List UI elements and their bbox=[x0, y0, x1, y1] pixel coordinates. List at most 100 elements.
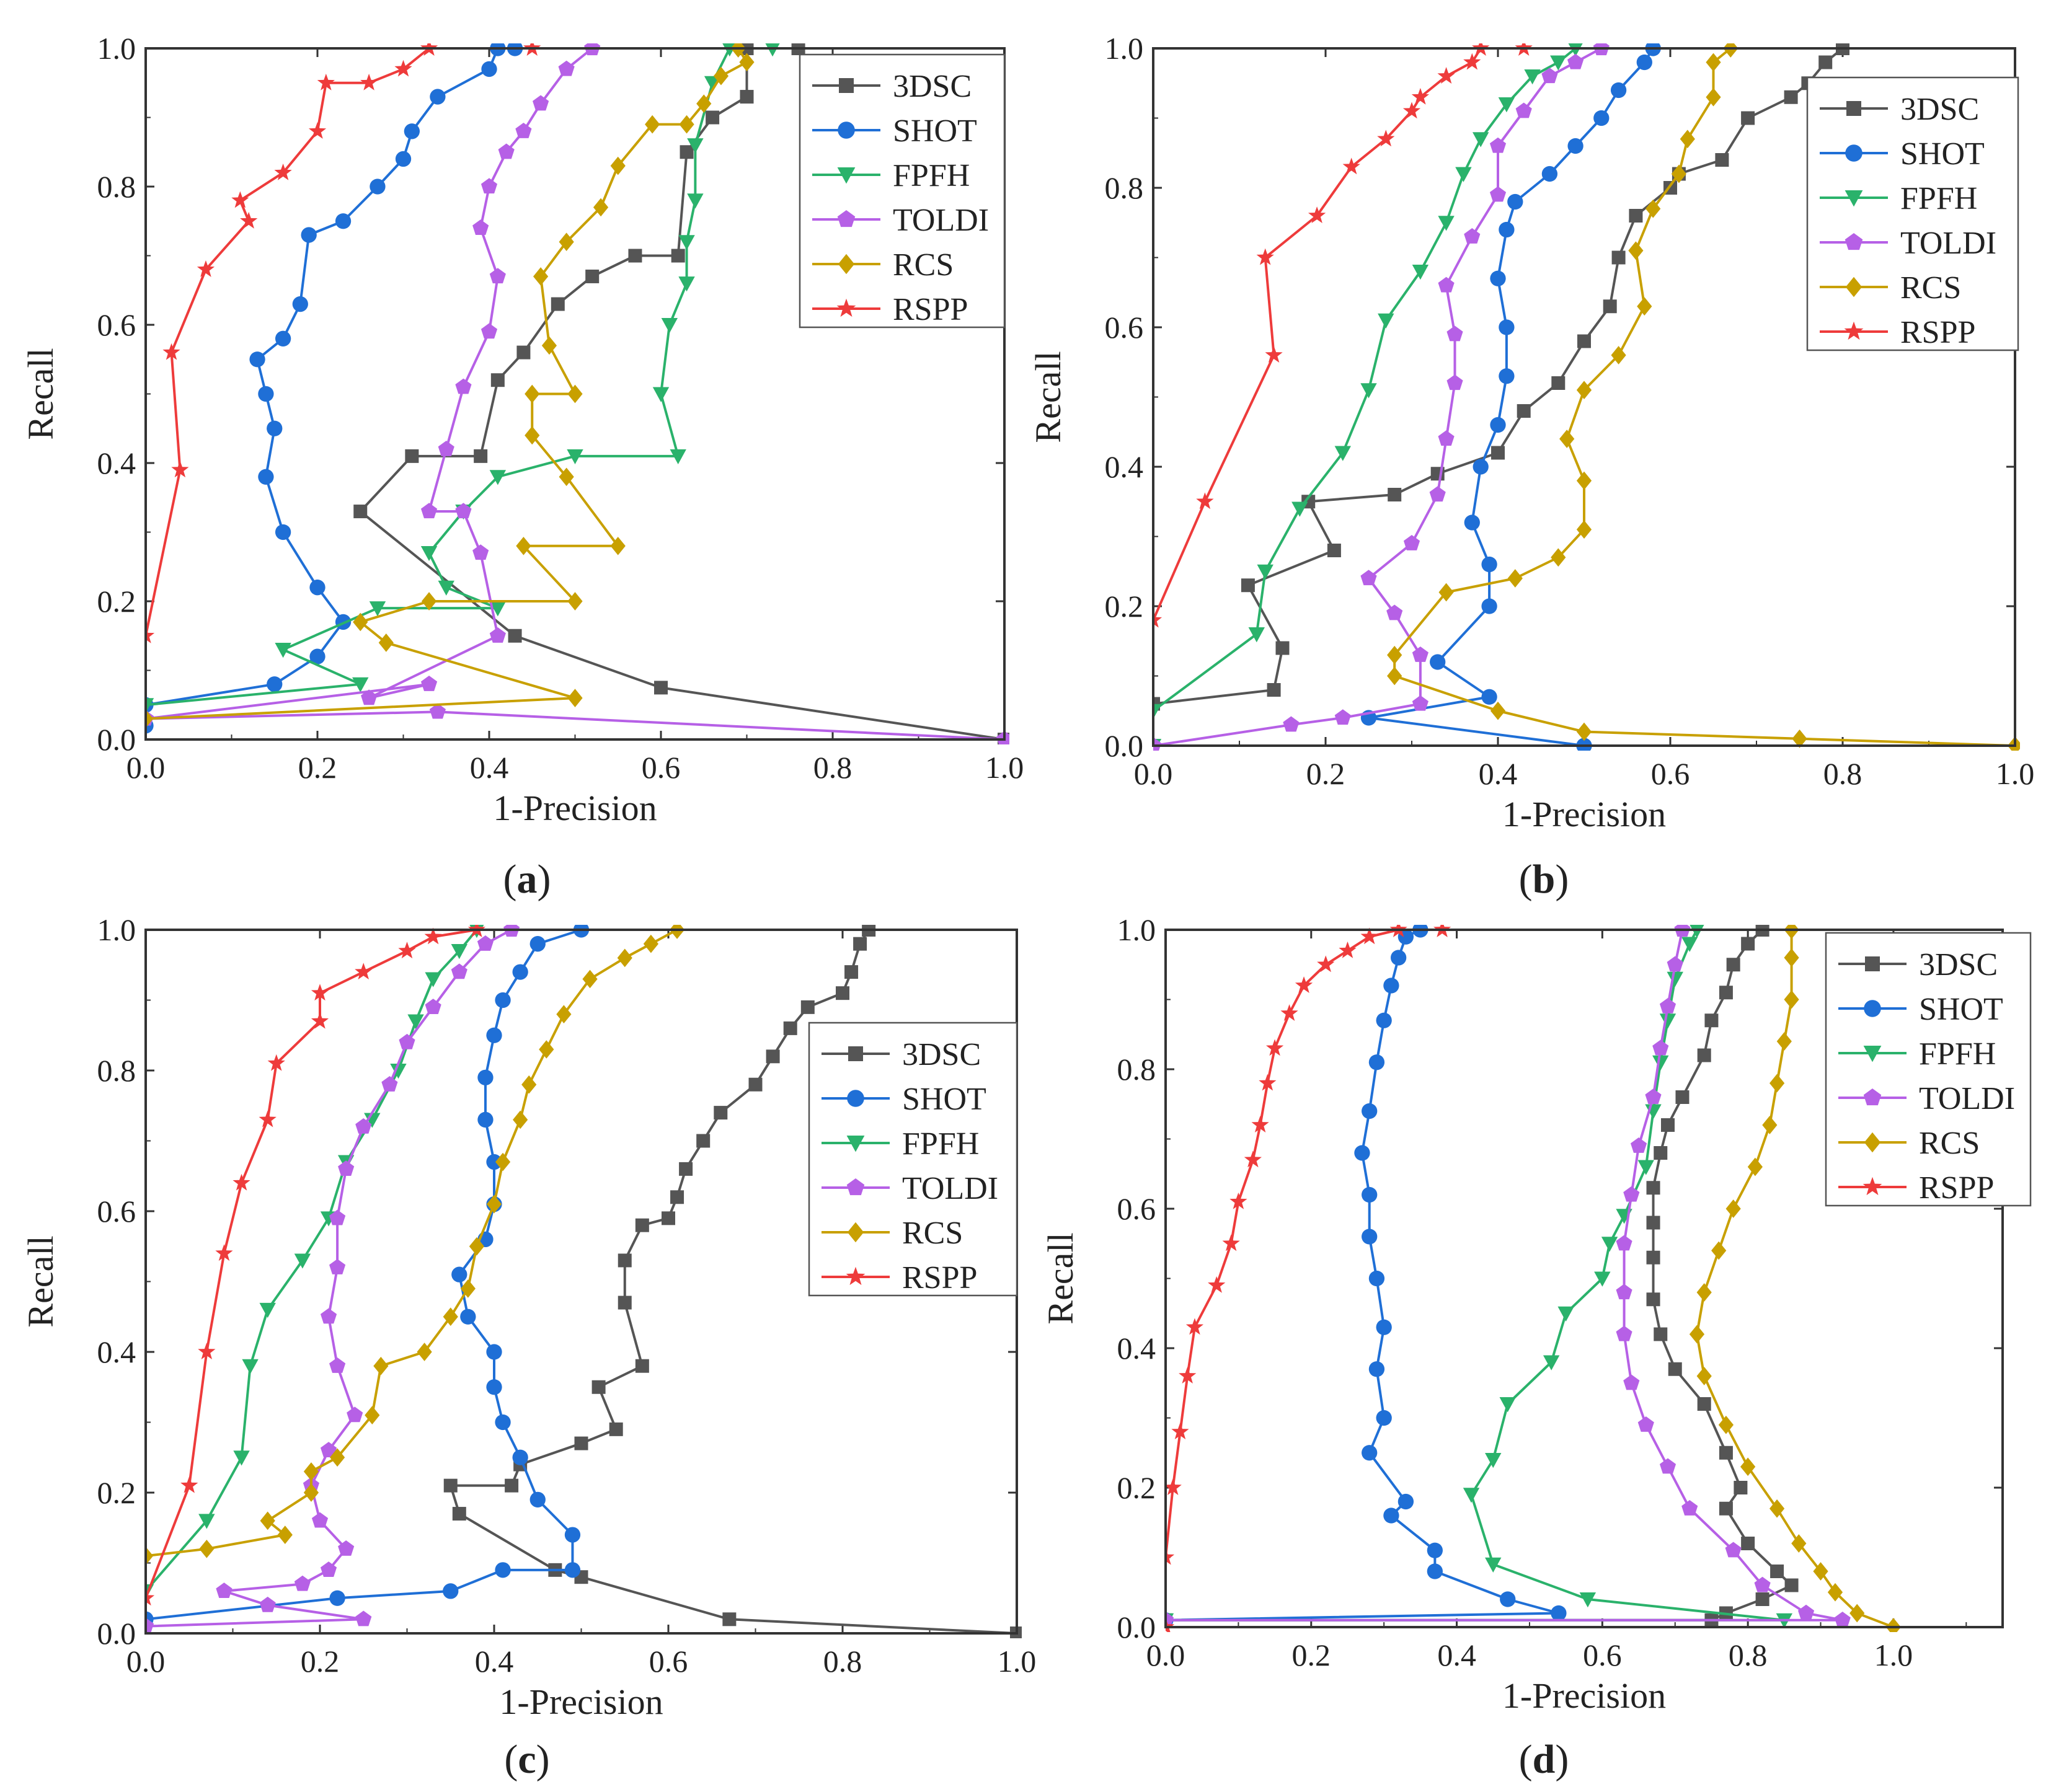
data-point-rcs bbox=[525, 384, 540, 404]
x-tick-label: 0.6 bbox=[1583, 1638, 1622, 1672]
data-point-fpfh bbox=[259, 1302, 276, 1318]
data-point-shot bbox=[477, 1069, 494, 1085]
data-point-rcs bbox=[2007, 736, 2020, 751]
data-point-shot bbox=[1567, 138, 1583, 154]
data-point-shot bbox=[1636, 54, 1652, 71]
data-point-toldi bbox=[1659, 1458, 1676, 1474]
data-point-rcs bbox=[1689, 1325, 1705, 1344]
data-point-3dsc bbox=[1603, 299, 1617, 314]
data-point-rcs bbox=[1885, 1618, 1902, 1632]
data-point-3dsc bbox=[670, 1190, 684, 1204]
data-point-3dsc bbox=[1388, 488, 1402, 501]
data-point-rspp bbox=[1463, 53, 1481, 70]
data-point-rspp bbox=[424, 927, 442, 945]
data-point-fpfh bbox=[1291, 501, 1308, 517]
data-point-3dsc bbox=[671, 249, 685, 263]
data-point-shot bbox=[1490, 270, 1506, 286]
data-point-fpfh bbox=[233, 1450, 250, 1466]
data-point-3dsc bbox=[766, 1049, 780, 1064]
data-point-rspp bbox=[1308, 206, 1326, 224]
x-tick-label: 0.8 bbox=[823, 1644, 862, 1679]
y-tick-label: 0.6 bbox=[1105, 310, 1144, 345]
data-point-fpfh bbox=[1543, 1355, 1560, 1370]
data-point-rcs bbox=[460, 1279, 476, 1298]
data-point-rcs bbox=[1776, 1032, 1792, 1051]
data-point-toldi bbox=[438, 440, 454, 456]
data-point-rcs bbox=[643, 934, 658, 953]
data-point-rspp bbox=[1185, 1318, 1204, 1335]
data-point-toldi bbox=[259, 1596, 276, 1612]
series-group bbox=[146, 925, 1022, 1638]
legend: 3DSC SHOT FPFH TOLDI RCS RSPP bbox=[1806, 76, 2019, 351]
data-point-shot bbox=[1593, 110, 1610, 126]
legend-label-rspp: RSPP bbox=[1919, 1170, 1994, 1206]
data-point-rcs bbox=[1696, 1283, 1712, 1302]
data-point-rcs bbox=[1680, 130, 1695, 149]
data-point-rcs bbox=[1769, 1499, 1785, 1518]
data-point-rcs bbox=[1725, 1199, 1741, 1218]
data-point-3dsc bbox=[706, 110, 720, 125]
x-tick-label: 0.0 bbox=[1134, 756, 1173, 791]
data-point-fpfh bbox=[1637, 1160, 1654, 1175]
data-point-rspp bbox=[180, 1476, 198, 1493]
x-tick-label: 0.6 bbox=[1651, 756, 1690, 791]
x-tick-label: 1.0 bbox=[985, 750, 1024, 785]
data-point-toldi bbox=[1623, 1186, 1640, 1202]
x-tick-label: 0.8 bbox=[1729, 1638, 1768, 1672]
data-point-3dsc bbox=[574, 1436, 588, 1450]
data-point-3dsc bbox=[516, 345, 531, 360]
data-point-3dsc bbox=[1661, 1118, 1675, 1132]
data-point-3dsc bbox=[836, 986, 849, 1000]
data-point-shot bbox=[564, 1562, 581, 1578]
x-tick-label: 0.4 bbox=[1479, 756, 1518, 791]
data-point-toldi bbox=[1360, 570, 1377, 586]
legend-label-fpfh: FPFH bbox=[1900, 181, 1977, 216]
data-point-rspp bbox=[1208, 1276, 1226, 1293]
legend: 3DSC SHOT FPFH TOLDI RCS RSPP bbox=[808, 1022, 1018, 1297]
data-point-rcs bbox=[469, 1237, 484, 1256]
data-point-toldi bbox=[1446, 325, 1463, 342]
data-point-3dsc bbox=[1726, 958, 1740, 972]
data-point-3dsc bbox=[1646, 1181, 1660, 1195]
data-point-rcs bbox=[679, 115, 694, 134]
data-point-toldi bbox=[347, 1406, 363, 1423]
data-point-rcs bbox=[645, 115, 660, 134]
data-point-fpfh bbox=[451, 944, 467, 960]
data-point-rspp bbox=[259, 1110, 277, 1128]
data-point-shot bbox=[529, 1491, 546, 1508]
data-point-rspp bbox=[1437, 67, 1455, 84]
data-point-rcs bbox=[1438, 583, 1454, 602]
data-point-fpfh bbox=[198, 1514, 215, 1529]
data-point-rcs bbox=[277, 1525, 293, 1544]
data-point-3dsc bbox=[585, 269, 600, 283]
legend-label-rspp: RSPP bbox=[1900, 315, 1975, 350]
legend-marker-rcs bbox=[838, 254, 855, 275]
data-point-rspp bbox=[267, 1054, 285, 1071]
data-point-3dsc bbox=[1654, 1327, 1668, 1341]
data-point-toldi bbox=[294, 1575, 311, 1591]
x-tick-label: 0.4 bbox=[475, 1644, 514, 1679]
data-point-toldi bbox=[1645, 1088, 1662, 1105]
data-point-shot bbox=[1499, 221, 1515, 238]
data-point-rspp bbox=[1179, 1367, 1197, 1384]
data-point-rcs bbox=[373, 1356, 389, 1375]
data-point-toldi bbox=[1834, 1612, 1851, 1627]
x-tick-label: 0.4 bbox=[1437, 1638, 1476, 1672]
data-point-3dsc bbox=[1668, 1362, 1682, 1376]
data-point-rspp bbox=[198, 1343, 216, 1360]
data-point-3dsc bbox=[1646, 1250, 1660, 1265]
y-tick-label: 0.2 bbox=[1117, 1470, 1156, 1505]
data-point-rspp bbox=[1265, 346, 1283, 363]
data-point-rcs bbox=[521, 1075, 537, 1094]
y-tick-label: 0.4 bbox=[1105, 449, 1144, 484]
x-tick-label: 1.0 bbox=[1996, 756, 2035, 791]
x-tick-label: 0.8 bbox=[1823, 756, 1862, 791]
data-point-shot bbox=[1645, 43, 1661, 56]
data-point-shot bbox=[1427, 1542, 1443, 1558]
x-tick-label: 0.2 bbox=[301, 1644, 340, 1679]
data-point-3dsc bbox=[1697, 1397, 1711, 1411]
series-line-rcs bbox=[146, 47, 748, 720]
x-tick-label: 0.6 bbox=[642, 750, 681, 785]
legend-label-rcs: RCS bbox=[1900, 270, 1961, 306]
data-point-3dsc bbox=[1755, 1592, 1769, 1606]
